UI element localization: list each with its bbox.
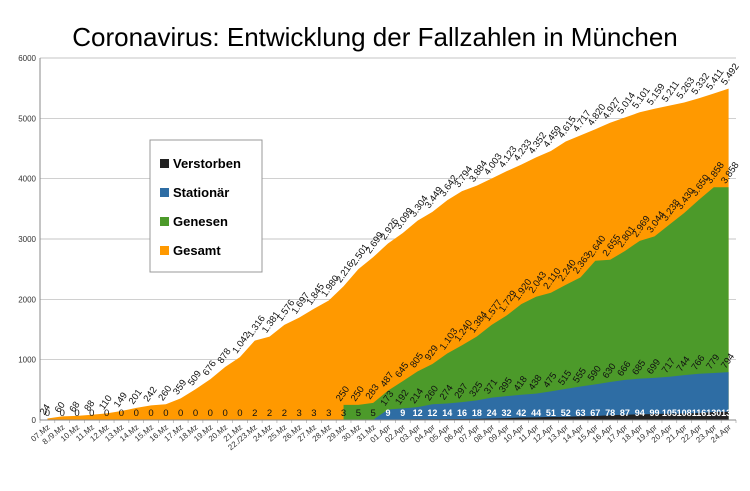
legend-label-gesamt: Gesamt [173, 243, 221, 258]
data-label-verstorben: 0 [74, 408, 79, 419]
legend-swatch-gesamt [160, 246, 169, 255]
legend-label-stationaer: Stationär [173, 185, 229, 200]
data-label-verstorben: 0 [148, 408, 153, 419]
data-label-verstorben: 2 [267, 408, 272, 419]
data-label-verstorben: 108 [677, 408, 692, 418]
data-label-verstorben: 0 [45, 408, 50, 419]
data-label-verstorben: 67 [590, 408, 600, 418]
legend-label-verstorben: Verstorben [173, 156, 241, 171]
data-label-verstorben: 94 [635, 408, 645, 418]
data-label-verstorben: 0 [60, 408, 65, 419]
legend: Verstorben Stationär Genesen Gesamt [149, 139, 263, 273]
data-label-verstorben: 12 [427, 408, 437, 418]
y-tick-label: 4000 [18, 175, 36, 184]
data-label-verstorben: 116 [692, 408, 707, 418]
data-label-verstorben: 105 [662, 408, 677, 418]
data-label-verstorben: 0 [119, 408, 124, 419]
data-label-gesamt: 60 [53, 400, 68, 415]
area-verstorben [47, 411, 729, 420]
data-label-verstorben: 9 [400, 408, 405, 418]
legend-swatch-genesen [160, 217, 169, 226]
y-tick-label: 2000 [18, 295, 36, 304]
data-label-verstorben: 3 [297, 408, 302, 419]
data-label-verstorben: 16 [457, 408, 467, 418]
data-label-gesamt: 68 [67, 400, 82, 415]
area-stationr [343, 372, 729, 420]
data-label-verstorben: 3 [341, 408, 346, 419]
data-label-verstorben: 78 [605, 408, 615, 418]
data-label-verstorben: 0 [237, 408, 242, 419]
data-label-verstorben: 0 [134, 408, 139, 419]
data-label-verstorben: 32 [501, 408, 511, 418]
data-label-verstorben: 14 [442, 408, 452, 418]
legend-swatch-stationaer [160, 188, 169, 197]
data-label-verstorben: 5 [356, 408, 361, 419]
y-tick-labels: 0 1000 2000 3000 4000 5000 6000 [18, 54, 36, 425]
chart-title: Coronavirus: Entwicklung der Fallzahlen … [72, 22, 678, 52]
y-tick-label: 5000 [18, 114, 36, 123]
x-tick-labels: 07.Mz8./9.Mz10.Mz11.Mz12.Mz13.Mz14.Mz15.… [29, 422, 733, 452]
y-tick-label: 3000 [18, 235, 36, 244]
axes [39, 58, 736, 421]
data-label-verstorben: 3 [326, 408, 331, 419]
data-label-verstorben: 3 [311, 408, 316, 419]
data-label-verstorben: 51 [546, 408, 556, 418]
data-label-verstorben: 63 [576, 408, 586, 418]
data-label-verstorben: 52 [561, 408, 571, 418]
legend-label-genesen: Genesen [173, 214, 228, 229]
data-label-verstorben: 2 [282, 408, 287, 419]
series-areas [47, 88, 729, 421]
data-label-verstorben: 0 [208, 408, 213, 419]
data-label-verstorben: 0 [163, 408, 168, 419]
data-label-gesamt: 24 [38, 402, 53, 417]
data-label-verstorben: 0 [104, 408, 109, 419]
data-label-verstorben: 12 [413, 408, 423, 418]
data-label-verstorben: 99 [650, 408, 660, 418]
y-tick-label: 6000 [18, 54, 36, 63]
data-label-verstorben: 0 [89, 408, 94, 419]
data-label-verstorben: 44 [531, 408, 541, 418]
data-label-verstorben: 9 [385, 408, 390, 418]
data-label-verstorben: 130 [706, 408, 721, 418]
data-label-verstorben: 137 [721, 408, 736, 418]
area-genesen [343, 187, 729, 420]
data-label-verstorben: 24 [487, 408, 497, 418]
data-label-verstorben: 0 [222, 408, 227, 419]
data-label-gesamt: 88 [82, 398, 97, 413]
data-label-verstorben: 5 [371, 408, 376, 419]
legend-swatch-verstorben [160, 159, 169, 168]
y-tick-label: 1000 [18, 356, 36, 365]
data-label-verstorben: 42 [516, 408, 526, 418]
data-label-verstorben: 87 [620, 408, 630, 418]
data-label-verstorben: 18 [472, 408, 482, 418]
y-tick-label: 0 [32, 416, 37, 425]
data-label-verstorben: 0 [193, 408, 198, 419]
data-label-gesamt: 260 [156, 384, 174, 403]
data-label-verstorben: 0 [178, 408, 183, 419]
data-label-verstorben: 2 [252, 408, 257, 419]
